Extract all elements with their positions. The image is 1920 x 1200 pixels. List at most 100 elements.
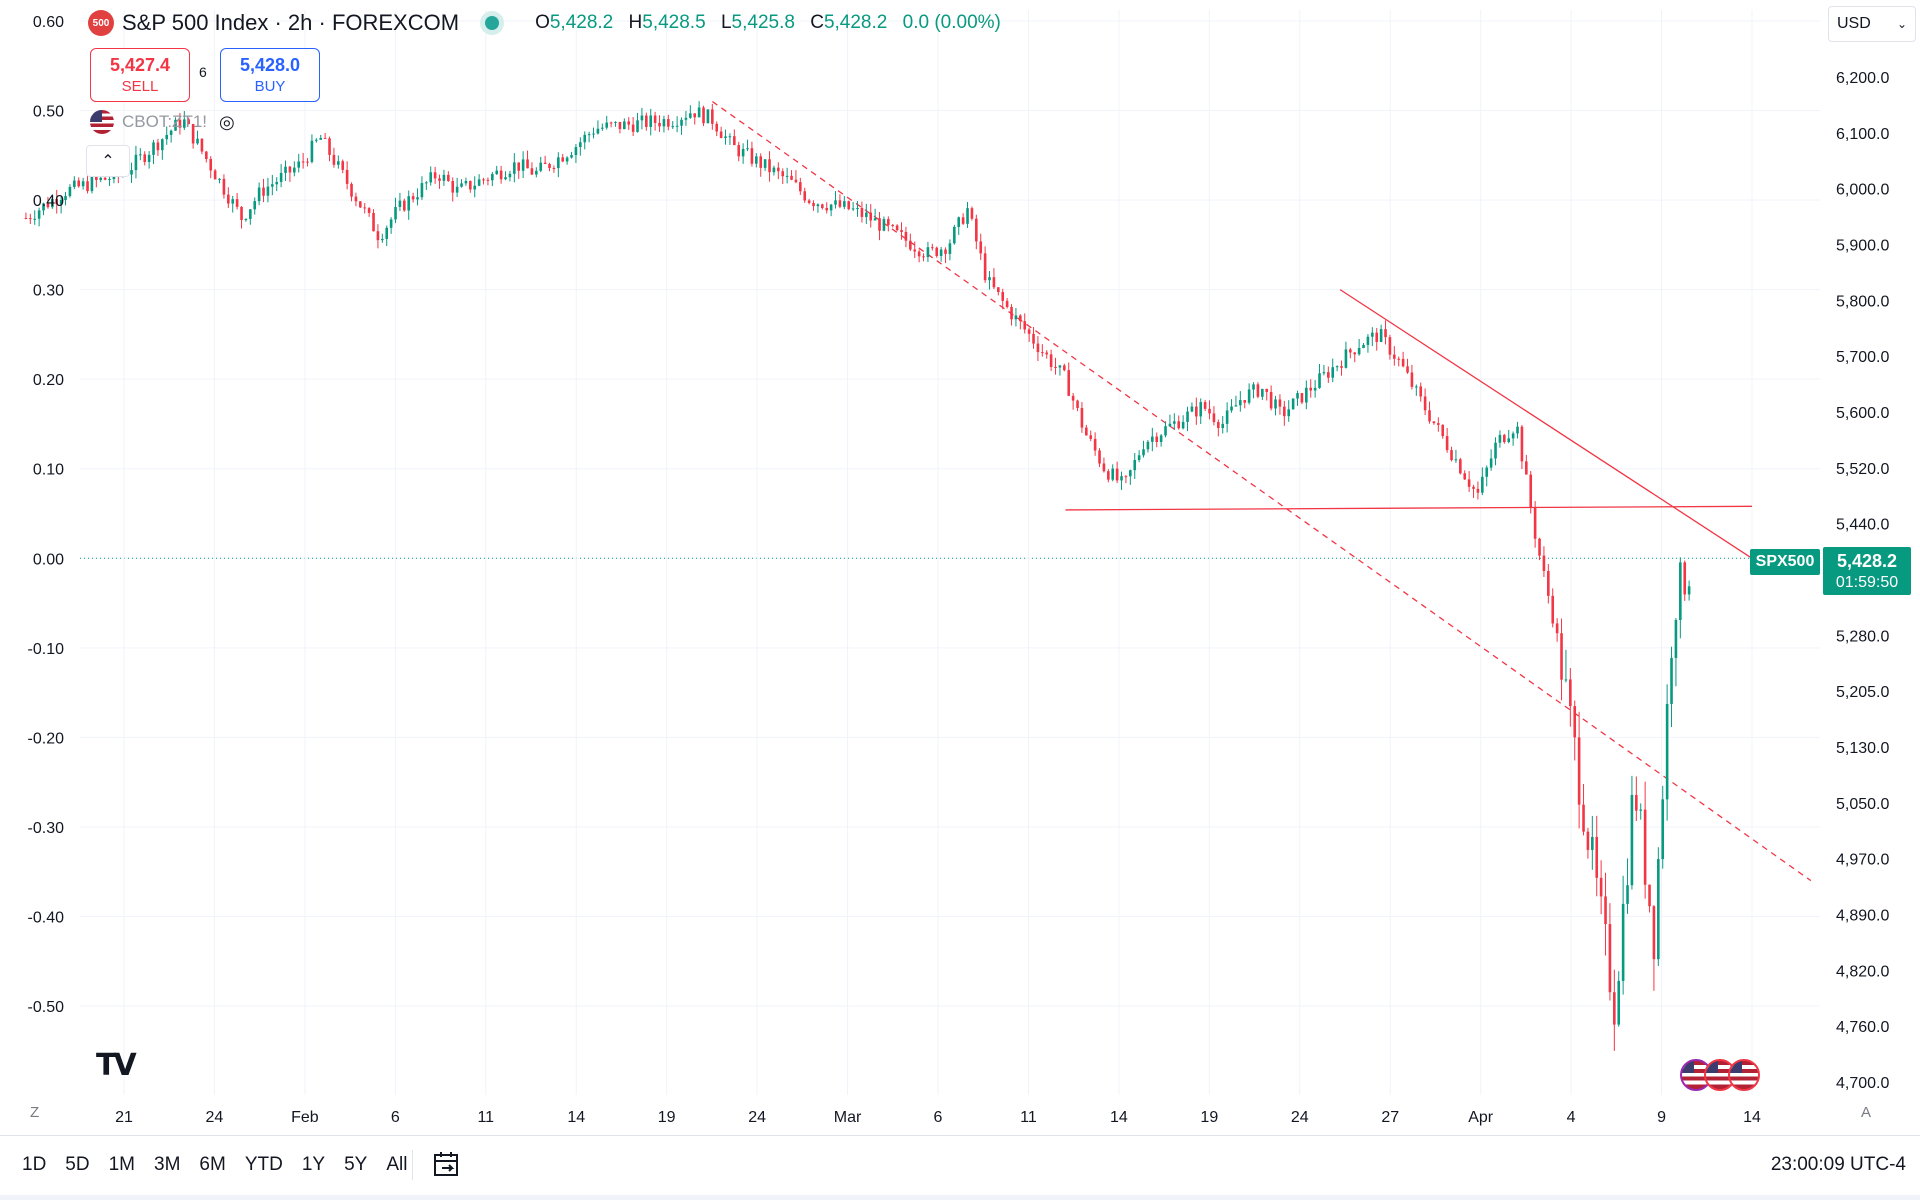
- range-5y[interactable]: 5Y: [344, 1154, 368, 1175]
- timezone-clock[interactable]: 23:00:09 UTC-4: [1770, 1154, 1906, 1175]
- candle-body: [1489, 458, 1493, 468]
- left-axis: 0.60 0.50 0.40 0.30 0.20 0.10 0.00 -0.10 -0.20 -0…: [28, 14, 65, 1016]
- candle-body: [957, 217, 961, 227]
- range-6m[interactable]: 6M: [199, 1154, 226, 1175]
- trendline: [1065, 505, 1753, 511]
- candle-body: [152, 142, 155, 155]
- right-tick-label: 4,700.0: [1836, 1075, 1889, 1092]
- range-1y[interactable]: 1Y: [301, 1154, 326, 1175]
- buy-button[interactable]: 5,428.0 BUY: [220, 48, 320, 102]
- candle-body: [953, 226, 956, 244]
- range-3m[interactable]: 3M: [154, 1154, 181, 1175]
- candle-body: [77, 180, 81, 187]
- candle-body: [785, 175, 789, 177]
- economic-events[interactable]: [1680, 1059, 1760, 1091]
- event-flag-icon[interactable]: [1728, 1059, 1760, 1091]
- candle-body: [231, 199, 235, 204]
- auto-scale-button[interactable]: A: [1861, 1104, 1872, 1121]
- candle-body: [530, 168, 534, 175]
- close-value: 5,428.2: [823, 12, 888, 33]
- candle-body: [376, 231, 380, 241]
- x-tick-label: 19: [658, 1109, 676, 1126]
- candle-body: [213, 170, 217, 180]
- candle-body: [697, 107, 701, 118]
- calendar-goto-icon[interactable]: [432, 1150, 462, 1178]
- candle-body: [1613, 992, 1616, 1025]
- candles: [24, 101, 1691, 1051]
- left-tick-label: 0.60: [33, 14, 64, 31]
- right-tick-label: 6,100.0: [1836, 126, 1889, 143]
- right-tick-label: 5,130.0: [1836, 740, 1889, 757]
- candle-body: [548, 163, 551, 169]
- candle-body: [689, 113, 692, 118]
- low-value: 5,425.8: [731, 12, 795, 33]
- candle-body: [156, 142, 160, 151]
- candle-body: [1635, 794, 1638, 811]
- candle-body: [816, 204, 820, 207]
- market-open-icon: [485, 16, 500, 30]
- range-5d[interactable]: 5D: [65, 1154, 90, 1175]
- candle-body: [1661, 799, 1665, 860]
- candle-body: [1331, 367, 1335, 378]
- candle-body: [711, 109, 714, 124]
- candle-body: [869, 212, 873, 221]
- candle-body: [1159, 435, 1163, 443]
- x-tick-label: 24: [748, 1109, 766, 1126]
- collapse-legend-button[interactable]: ⌃: [86, 145, 130, 177]
- candle-body: [1454, 459, 1458, 461]
- sell-button[interactable]: 5,427.4 SELL: [90, 48, 190, 102]
- right-tick-label: 4,760.0: [1836, 1019, 1889, 1036]
- candle-body: [1111, 468, 1115, 480]
- candle-body: [1142, 449, 1145, 456]
- candle-body: [1256, 384, 1260, 397]
- currency-select[interactable]: USD ⌄: [1828, 6, 1916, 42]
- left-tick-label: -0.40: [28, 909, 65, 926]
- candle-body: [834, 200, 837, 205]
- x-tick-label: 27: [1381, 1109, 1399, 1126]
- last-price-tag: 5,428.2 01:59:50: [1823, 547, 1911, 595]
- candle-body: [1498, 434, 1502, 443]
- last-price: 5,428.2: [1836, 550, 1898, 571]
- candle-body: [306, 161, 309, 163]
- right-tick-label: 5,700.0: [1836, 349, 1889, 366]
- candle-body: [913, 249, 917, 252]
- zoom-reset-button[interactable]: Z: [30, 1104, 40, 1121]
- candle-body: [1520, 426, 1524, 462]
- compare-symbol[interactable]: CBOT:ZT1! ◎: [90, 110, 235, 134]
- candle-body: [1560, 633, 1563, 680]
- candle-body: [680, 119, 683, 126]
- candle-body: [1511, 433, 1515, 439]
- candle-body: [926, 247, 930, 258]
- candle-body: [1278, 399, 1282, 407]
- range-all[interactable]: All: [386, 1154, 408, 1175]
- candle-body: [1582, 804, 1585, 832]
- price-chart[interactable]: 0.60 0.50 0.40 0.30 0.20 0.10 0.00 -0.10 -0.20 -0…: [0, 0, 1920, 1135]
- candle-body: [1516, 426, 1519, 434]
- candle-body: [812, 202, 815, 207]
- candle-body: [323, 137, 327, 139]
- candle-body: [649, 115, 653, 127]
- candle-body: [1146, 441, 1150, 450]
- range-1m[interactable]: 1M: [108, 1154, 135, 1175]
- candle-body: [917, 251, 921, 257]
- candle-body: [856, 207, 859, 209]
- candle-body: [1181, 421, 1185, 429]
- candle-body: [988, 277, 991, 281]
- symbol-price-tag: SPX500: [1750, 549, 1820, 575]
- symbol-title[interactable]: S&P 500 Index · 2h · FOREXCOM: [122, 10, 460, 35]
- candle-body: [1626, 885, 1629, 904]
- candle-body: [486, 179, 490, 181]
- tradingview-logo-icon[interactable]: TV: [96, 1048, 137, 1083]
- event-flag-icon[interactable]: [1680, 1059, 1712, 1091]
- range-ytd[interactable]: YTD: [244, 1154, 283, 1175]
- chart-grid: [80, 10, 1820, 1095]
- candle-body: [1291, 398, 1295, 410]
- candle-body: [922, 256, 925, 258]
- candle-body: [59, 200, 63, 205]
- candle-body: [847, 201, 851, 210]
- hide-eye-icon[interactable]: ◎: [219, 111, 235, 132]
- candle-body: [1168, 423, 1172, 427]
- candle-body: [1340, 366, 1343, 368]
- candle-body: [350, 183, 353, 197]
- range-1d[interactable]: 1D: [22, 1154, 47, 1175]
